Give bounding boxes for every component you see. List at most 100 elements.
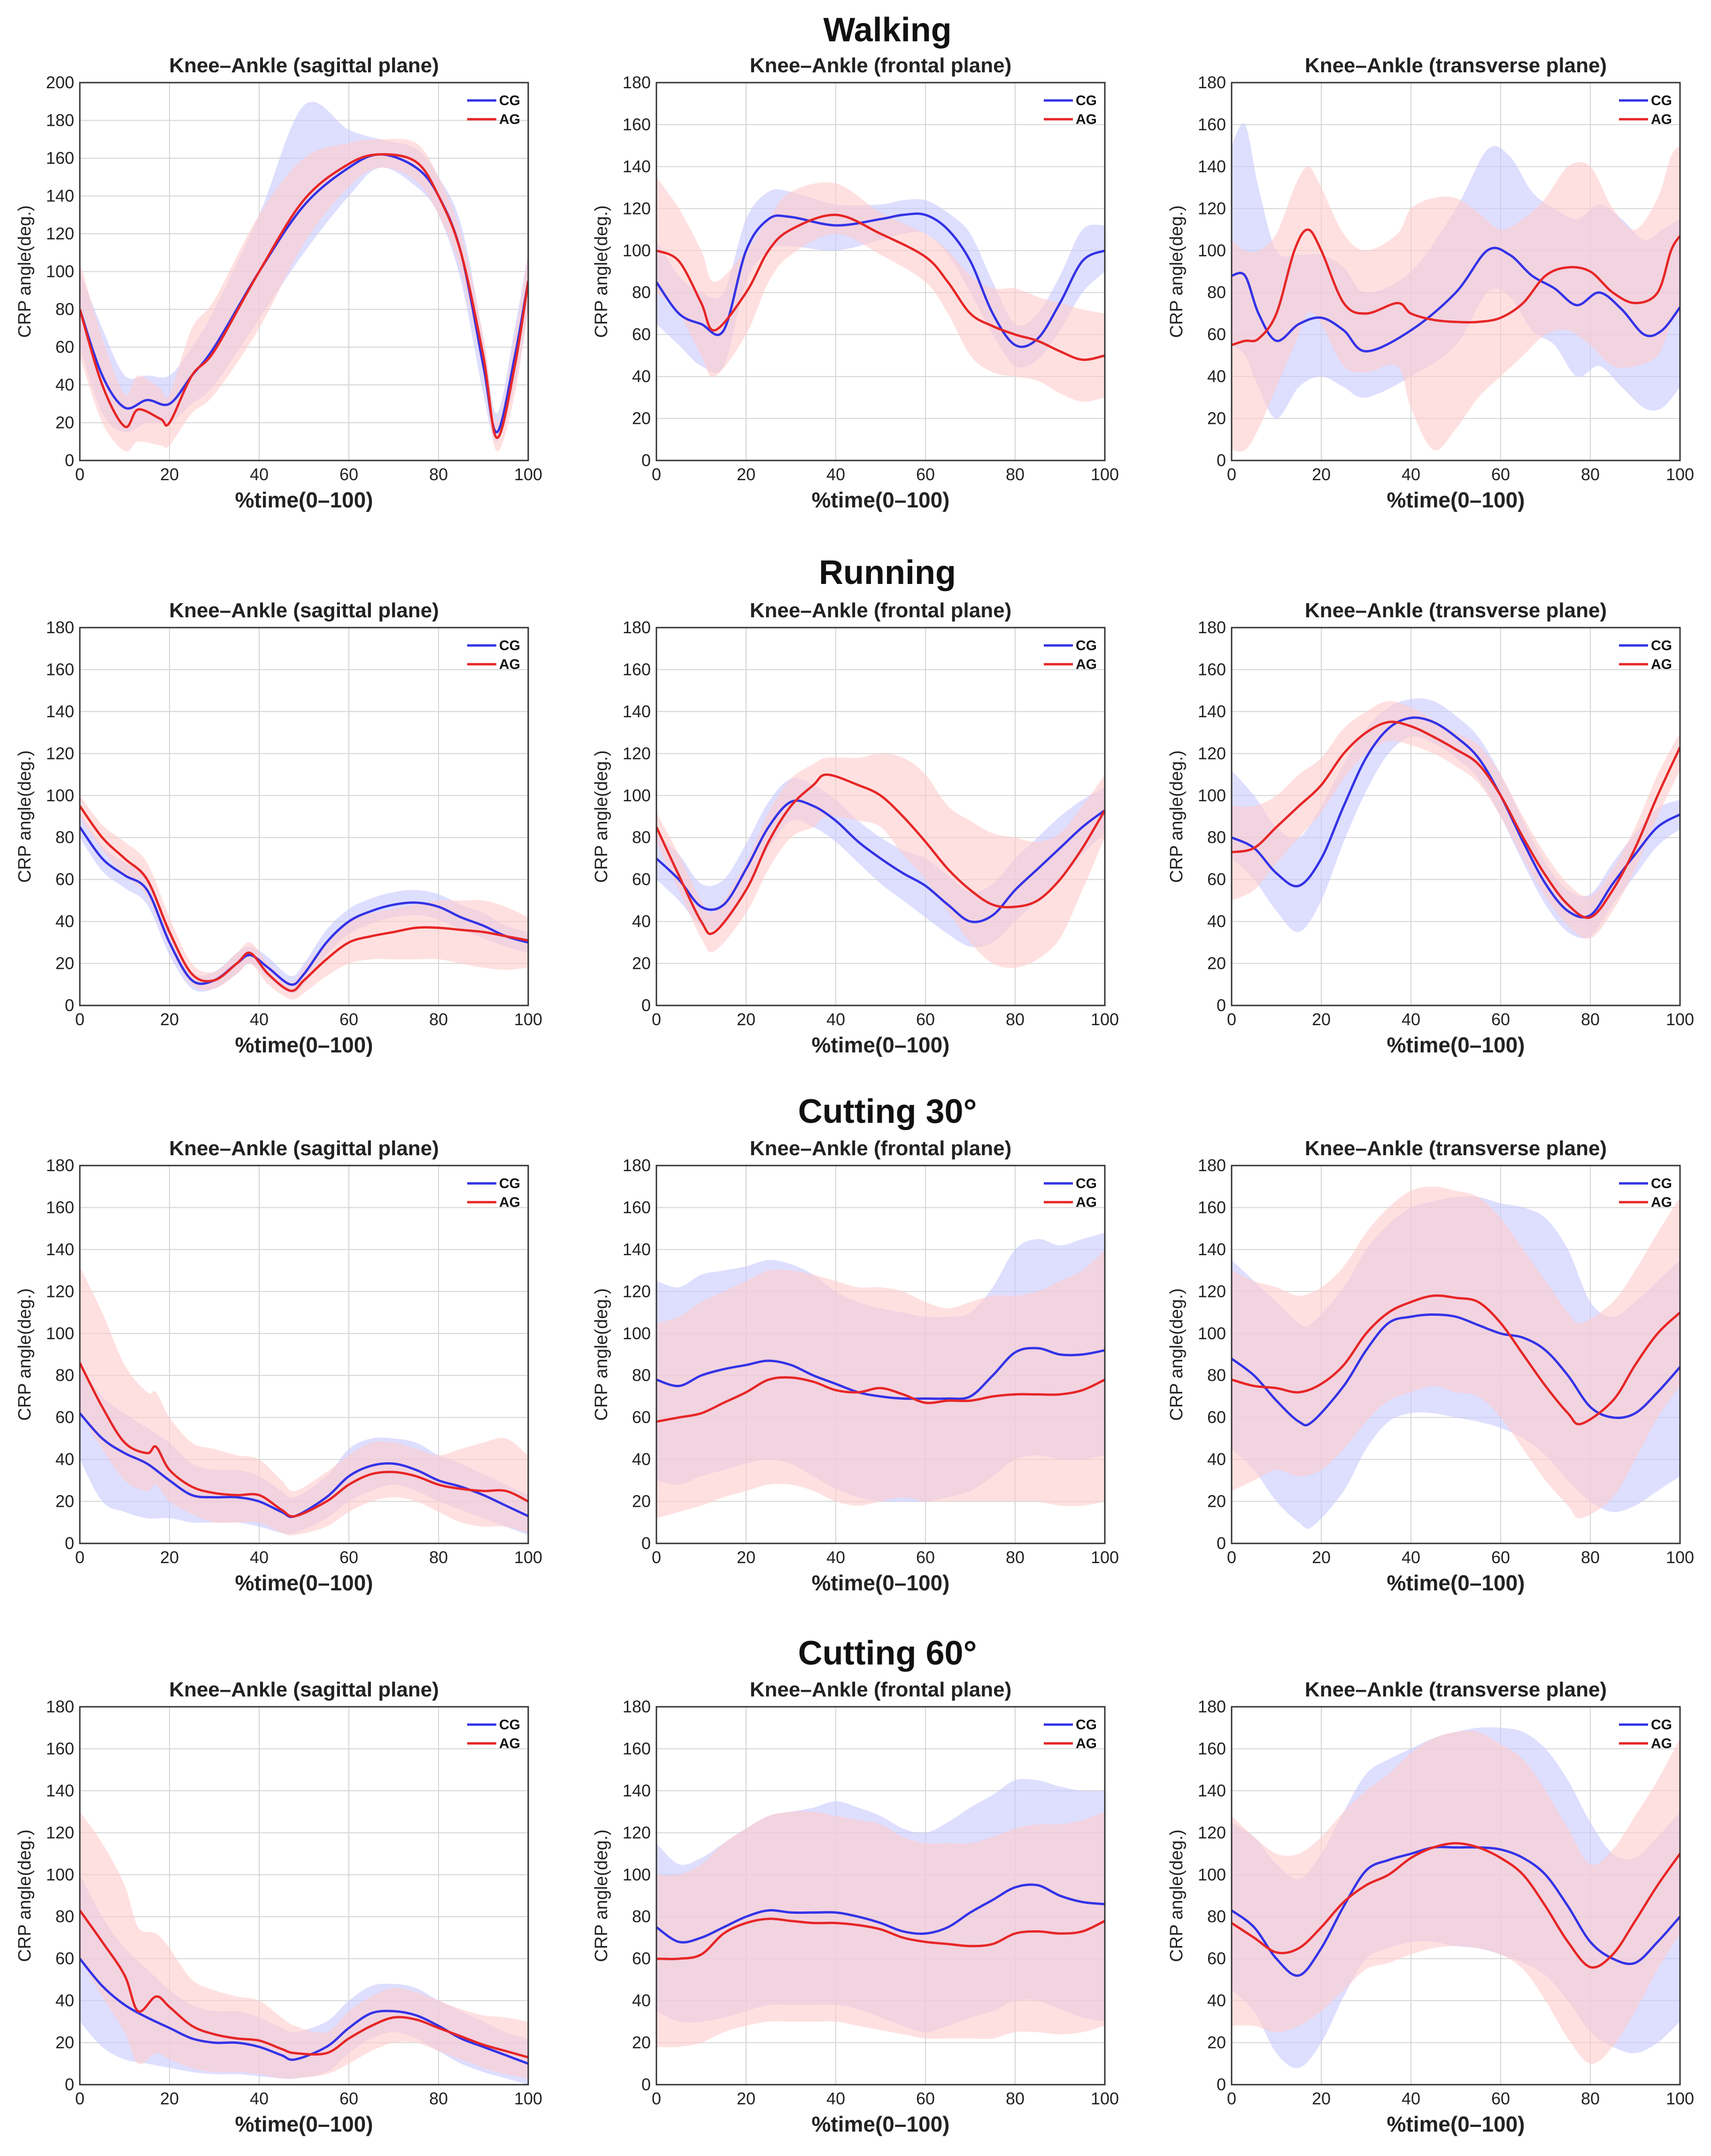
x-axis-label: %time(0–100): [235, 2112, 373, 2136]
y-tick-label: 40: [632, 367, 651, 386]
x-tick-label: 60: [1491, 2089, 1510, 2108]
y-tick-label: 40: [1207, 367, 1226, 386]
plot-frame: [1231, 627, 1681, 1006]
legend-label-cg: CG: [1076, 1717, 1097, 1733]
y-tick-label: 20: [1207, 954, 1226, 973]
x-tick-label: 40: [250, 1010, 269, 1029]
x-tick-label: 20: [160, 2089, 179, 2108]
y-tick-label: 0: [1217, 996, 1226, 1015]
plot-frame: [655, 1706, 1106, 2086]
plot-frame: [1231, 82, 1681, 461]
y-tick-label: 60: [55, 870, 74, 889]
x-tick-label: 80: [1581, 465, 1600, 484]
chart-panel-5: Knee–Ankle (transverse plane) 0 20 40 60 80 10…: [1167, 599, 1694, 1057]
x-axis-label: %time(0–100): [1387, 488, 1525, 512]
y-tick-label: 160: [1198, 660, 1226, 679]
legend-label-ag: AG: [499, 1195, 520, 1210]
y-tick-label: 20: [1207, 2033, 1226, 2052]
x-axis-label: %time(0–100): [235, 1033, 373, 1057]
x-tick-label: 20: [1312, 2089, 1331, 2108]
y-tick-label: 60: [632, 870, 651, 889]
y-tick-label: 100: [1198, 1324, 1226, 1343]
y-tick-label: 200: [46, 73, 74, 92]
y-tick-label: 180: [623, 1697, 651, 1716]
y-tick-label: 160: [623, 660, 651, 679]
y-tick-label: 20: [55, 1492, 74, 1511]
x-tick-label: 60: [1491, 1010, 1510, 1029]
series-line-cg: [1232, 1313, 1680, 1427]
y-tick-label: 180: [1198, 1697, 1226, 1716]
series-line-ag: [1232, 721, 1680, 919]
y-tick-label: 140: [623, 1240, 651, 1259]
chart-panel-6: Knee–Ankle (sagittal plane) 0 20 40 60 80 100 0…: [15, 1137, 542, 1595]
y-tick-label: 60: [55, 338, 74, 357]
y-tick-label: 100: [623, 786, 651, 805]
y-tick-label: 20: [632, 954, 651, 973]
x-tick-label: 40: [826, 1010, 845, 1029]
panel-title: Knee–Ankle (sagittal plane): [169, 1678, 439, 1701]
legend-label-ag: AG: [1651, 112, 1672, 127]
x-tick-label: 100: [514, 465, 542, 484]
chart-panel-10: Knee–Ankle (frontal plane) 0 20 40 60 80 100 0 2…: [592, 1678, 1119, 2136]
x-tick-label: 100: [1091, 2089, 1119, 2108]
x-tick-label: 0: [75, 2089, 85, 2108]
x-tick-label: 80: [1581, 2089, 1600, 2108]
plot-frame: [79, 1165, 529, 1544]
x-tick-label: 20: [737, 2089, 755, 2108]
y-axis-label: CRP angle(deg.): [592, 205, 611, 338]
y-tick-label: 180: [46, 1697, 74, 1716]
y-tick-label: 40: [55, 912, 74, 931]
legend-label-ag: AG: [1651, 657, 1672, 672]
y-axis-label: CRP angle(deg.): [592, 1829, 611, 1962]
plot-frame: [655, 82, 1106, 461]
x-tick-label: 100: [1091, 465, 1119, 484]
x-tick-label: 60: [339, 2089, 358, 2108]
series-line-ag: [656, 1376, 1105, 1423]
y-axis-label: CRP angle(deg.): [15, 205, 35, 338]
y-tick-label: 80: [632, 828, 651, 847]
y-tick-label: 80: [632, 283, 651, 302]
y-tick-label: 120: [46, 224, 74, 243]
x-axis-label: %time(0–100): [811, 1571, 949, 1595]
x-tick-label: 60: [916, 1010, 935, 1029]
y-tick-label: 20: [632, 2033, 651, 2052]
y-axis-label: CRP angle(deg.): [15, 750, 35, 882]
y-tick-label: 100: [46, 262, 74, 281]
y-tick-label: 80: [55, 1366, 74, 1385]
x-axis-label: %time(0–100): [811, 1033, 949, 1057]
y-tick-label: 40: [632, 1991, 651, 2010]
x-tick-label: 60: [1491, 1548, 1510, 1567]
x-tick-label: 40: [1402, 2089, 1420, 2108]
y-tick-label: 60: [1207, 1408, 1226, 1427]
x-tick-label: 80: [429, 465, 448, 484]
y-tick-label: 180: [623, 1156, 651, 1175]
series-line-ag: [80, 1362, 528, 1518]
y-tick-label: 60: [632, 1949, 651, 1968]
y-tick-label: 120: [46, 744, 74, 763]
chart-panels: Knee–Ankle (sagittal plane) 0 20 40 60 80 100 0…: [15, 54, 1694, 2136]
y-tick-label: 120: [623, 744, 651, 763]
y-tick-label: 0: [641, 451, 651, 470]
chart-panel-8: Knee–Ankle (transverse plane) 0 20 40 60 80 10…: [1167, 1137, 1694, 1595]
x-tick-label: 0: [652, 1010, 661, 1029]
chart-panel-9: Knee–Ankle (sagittal plane) 0 20 40 60 80 100 0…: [15, 1678, 542, 2136]
y-tick-label: 40: [55, 375, 74, 394]
x-tick-label: 80: [1006, 465, 1025, 484]
x-tick-label: 60: [339, 1010, 358, 1029]
panel-title: Knee–Ankle (transverse plane): [1305, 1137, 1607, 1160]
plot-frame: [79, 82, 529, 461]
y-tick-label: 40: [1207, 1450, 1226, 1469]
x-tick-label: 80: [1006, 2089, 1025, 2108]
chart-panel-2: Knee–Ankle (transverse plane) 0 20 40 60 80 10…: [1167, 54, 1694, 512]
x-tick-label: 40: [826, 1548, 845, 1567]
series-line-cg: [80, 826, 528, 986]
y-tick-label: 140: [46, 702, 74, 721]
x-tick-label: 20: [737, 465, 755, 484]
y-tick-label: 40: [55, 1991, 74, 2010]
x-tick-label: 0: [1227, 1548, 1236, 1567]
y-tick-label: 100: [623, 1324, 651, 1343]
x-tick-label: 20: [160, 1548, 179, 1567]
chart-panel-1: Knee–Ankle (frontal plane) 0 20 40 60 80 100 0 2…: [592, 54, 1119, 512]
y-tick-label: 160: [1198, 1197, 1226, 1217]
y-tick-label: 120: [1198, 1823, 1226, 1842]
